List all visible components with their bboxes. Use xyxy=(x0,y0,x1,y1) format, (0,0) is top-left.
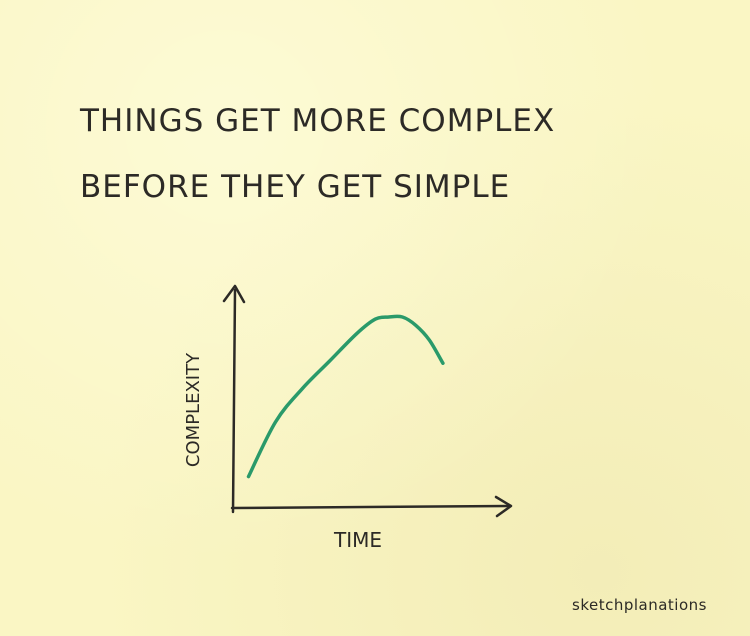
chart-axes xyxy=(222,284,513,518)
x-axis-label: TiME xyxy=(333,528,382,552)
page-title: THiNGS GET MORE COMPLEX BEFORE THEY GET … xyxy=(80,88,680,220)
x-axis-line xyxy=(230,504,510,510)
title-line-1: THiNGS GET MORE COMPLEX xyxy=(80,103,556,139)
y-axis-line xyxy=(231,288,237,514)
sketchplanations-credit: sketchplanations xyxy=(572,596,707,614)
y-axis-label: COMPLEXiTY xyxy=(183,352,204,467)
x-axis-arrowhead xyxy=(494,495,513,518)
title-line-2: BEFORE THEY GET SiMPLE xyxy=(80,169,511,205)
y-axis-arrowhead xyxy=(222,284,246,304)
complexity-curve xyxy=(246,314,445,479)
